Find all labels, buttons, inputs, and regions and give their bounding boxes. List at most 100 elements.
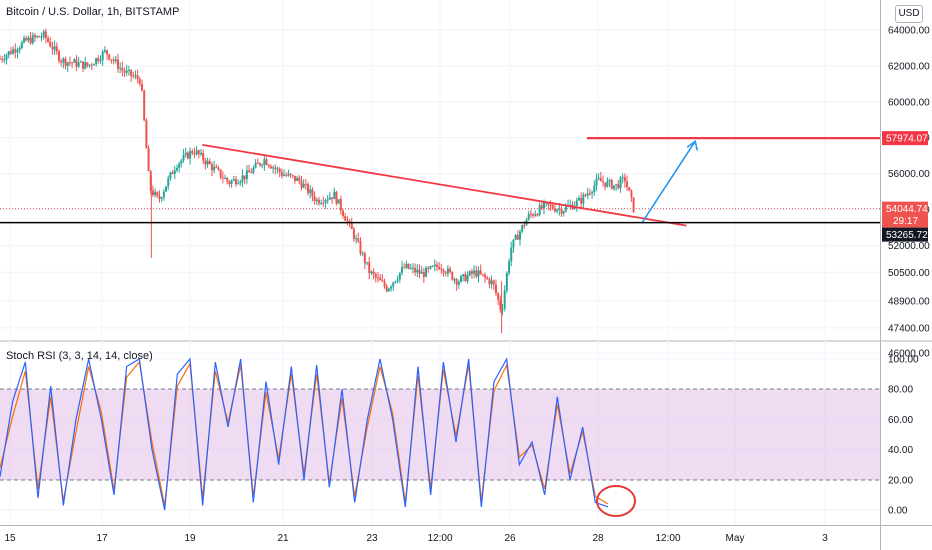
candle-body (484, 274, 487, 278)
candle-body (263, 159, 266, 165)
candle-body (248, 170, 251, 173)
candle-body (527, 213, 530, 220)
candle-body (36, 36, 39, 38)
candle-body (313, 196, 316, 201)
currency-button[interactable]: USD (895, 5, 923, 23)
candle-body (538, 205, 541, 216)
candle-body (390, 286, 393, 289)
highlight-circle (596, 485, 636, 517)
candle-body (92, 64, 95, 66)
candle-body (381, 280, 384, 282)
candlestick-series (0, 28, 635, 334)
candle-body (394, 281, 397, 283)
candle-body (350, 221, 353, 229)
candle-body (136, 75, 139, 80)
candle-body (342, 210, 345, 217)
candle-body (143, 90, 146, 121)
candle-body (337, 199, 340, 204)
candle-body (543, 202, 546, 209)
candle-body (252, 167, 255, 173)
candle-body (492, 280, 495, 285)
candle-body (608, 179, 611, 182)
candle-body (449, 268, 452, 272)
candle-body (121, 67, 124, 71)
candle-body (265, 159, 268, 165)
candle-body (127, 69, 130, 71)
candle-body (47, 38, 50, 42)
candle-body (407, 263, 410, 269)
candle-body (171, 172, 174, 174)
candle-body (551, 205, 554, 209)
candle-body (331, 197, 334, 200)
candle-body (320, 202, 323, 204)
candle-body (182, 154, 185, 161)
candle-body (311, 189, 314, 197)
candle-body (256, 162, 259, 164)
candle-body (250, 172, 253, 174)
candle-body (75, 59, 78, 67)
candle-body (23, 38, 26, 43)
price-tick-label: 62000.00 (888, 61, 930, 72)
candle-body (536, 214, 539, 216)
stoch-d-line (0, 360, 609, 506)
resistance-trendline (202, 143, 687, 227)
candle-body (280, 172, 283, 176)
candle-body (451, 271, 454, 280)
candle-body (602, 181, 605, 183)
candle-body (433, 264, 436, 267)
candle-body (615, 184, 618, 186)
candle-body (103, 50, 106, 52)
candle-body (315, 199, 318, 201)
price-tick-label: 64000.00 (888, 26, 930, 37)
candle-body (591, 192, 594, 194)
time-tick-label: 17 (96, 533, 108, 544)
time-tick-label: 12:00 (655, 533, 680, 544)
candle-body (562, 211, 565, 214)
candle-body (18, 48, 21, 51)
stoch-tick-label: 60.00 (888, 415, 913, 426)
candle-body (490, 280, 493, 285)
candle-body (501, 308, 504, 310)
candle-body (455, 279, 458, 285)
candle-body (180, 160, 183, 164)
candle-body (564, 206, 567, 212)
candle-body (147, 148, 150, 172)
candle-body (409, 268, 412, 270)
price-axis[interactable]: 46000.00 47400.00 48900.00 50500.00 52000.00… (888, 26, 930, 517)
candle-body (53, 46, 56, 50)
price-tick-label: 52000.00 (888, 241, 930, 252)
candle-body (569, 204, 572, 206)
candle-body (169, 172, 172, 179)
candle-body (595, 179, 598, 186)
target-price-label: 57974.07 (886, 134, 928, 145)
candle-body (623, 177, 626, 182)
candle-body (12, 49, 15, 54)
candle-body (38, 36, 41, 38)
candle-body (435, 264, 438, 267)
candle-body (226, 178, 229, 182)
projection-arrowhead (686, 139, 698, 151)
indicator-title: Stoch RSI (3, 3, 14, 14, close) (6, 350, 153, 362)
candle-body (462, 274, 465, 277)
current-price-label-bg (882, 201, 928, 228)
candle-body (512, 239, 515, 248)
candle-body (317, 199, 320, 204)
candle-body (130, 69, 133, 76)
candle-body (355, 238, 358, 240)
candle-body (586, 193, 589, 196)
candle-body (575, 200, 578, 206)
candle-body (49, 41, 52, 47)
candle-body (5, 55, 8, 60)
candle-body (372, 271, 375, 275)
time-axis[interactable]: 15 17 19 21 23 12:00 26 28 12:00 May 3 (4, 533, 828, 544)
candle-body (363, 253, 366, 264)
candle-body (523, 225, 526, 227)
candle-body (304, 183, 307, 185)
candle-body (302, 183, 305, 188)
candle-body (307, 184, 310, 194)
candle-body (186, 152, 189, 159)
candle-body (165, 186, 168, 192)
candle-body (414, 267, 417, 273)
candle-body (370, 271, 373, 274)
